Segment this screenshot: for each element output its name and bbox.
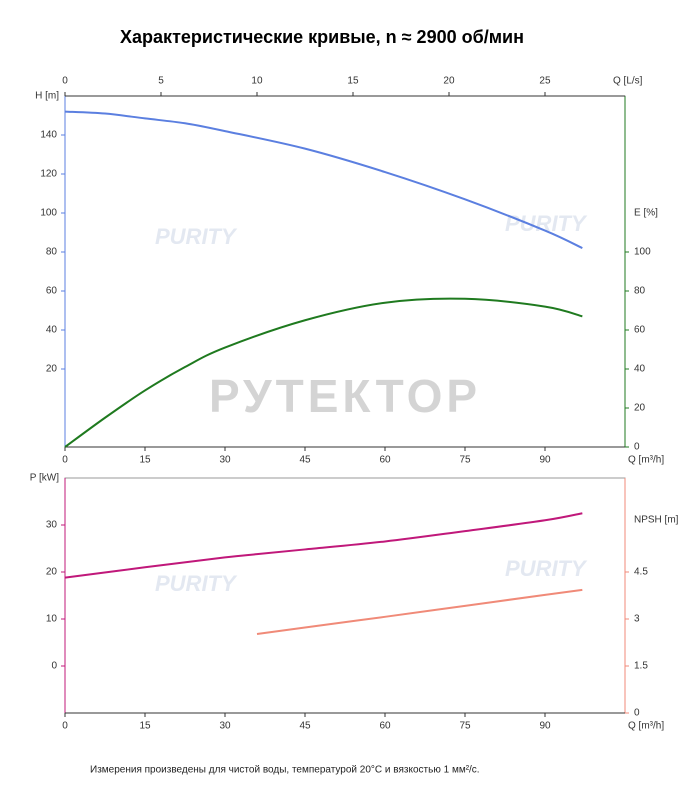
watermark-logo: PURITY [155,571,238,596]
series-line [256,588,583,636]
y-tick-label: 30 [46,520,58,531]
y-tick-label: 100 [40,208,57,219]
y-axis-label: P [kW] [30,473,59,484]
y-tick-label: 20 [46,364,58,375]
y-tick-label: 0 [51,661,57,672]
x2-tick-label: 0 [62,76,68,87]
series-line [64,110,583,250]
y2-tick-label: 0 [634,708,640,719]
y2-tick-label: 1.5 [634,661,648,672]
x-tick-label: 30 [219,721,231,732]
watermark-logo: PURITY [505,556,588,581]
y2-tick-label: 40 [634,364,646,375]
y2-tick-label: 20 [634,403,646,414]
y-tick-label: 140 [40,130,57,141]
x-tick-label: 90 [539,721,551,732]
x2-axis-label: Q [L/s] [613,76,643,87]
x-tick-label: 30 [219,455,231,466]
page-title: Характеристические кривые, n ≈ 2900 об/м… [120,27,524,47]
x2-tick-label: 25 [539,76,551,87]
x2-tick-label: 10 [251,76,263,87]
x-tick-label: 45 [299,455,311,466]
y-tick-label: 60 [46,286,58,297]
x2-tick-label: 20 [443,76,455,87]
y2-tick-label: 3 [634,614,640,625]
x2-tick-label: 5 [158,76,164,87]
y2-tick-label: 80 [634,286,646,297]
x-tick-label: 15 [139,721,151,732]
y-tick-label: 80 [46,247,58,258]
x-tick-label: 75 [459,721,471,732]
y-axis-label: H [m] [35,91,59,102]
x-tick-label: 60 [379,721,391,732]
x-axis-label: Q [m³/h] [628,721,664,732]
x-tick-label: 90 [539,455,551,466]
watermark: РУТЕКТОР [209,370,481,422]
y2-tick-label: 100 [634,247,651,258]
footnote: Измерения произведены для чистой воды, т… [90,765,480,776]
x-axis-label: Q [m³/h] [628,455,664,466]
y2-tick-label: 4.5 [634,567,648,578]
y-tick-label: 120 [40,169,57,180]
y-tick-label: 10 [46,614,58,625]
series-line [64,297,583,448]
x-tick-label: 0 [62,455,68,466]
y-tick-label: 40 [46,325,58,336]
x-tick-label: 15 [139,455,151,466]
y2-tick-label: 60 [634,325,646,336]
y2-axis-label: E [%] [634,208,658,219]
watermark-logo: PURITY [155,224,238,249]
y2-axis-label: NPSH [m] [634,515,679,526]
series-line [64,512,583,579]
y2-tick-label: 0 [634,442,640,453]
x-tick-label: 45 [299,721,311,732]
x2-tick-label: 15 [347,76,359,87]
x-tick-label: 0 [62,721,68,732]
y-tick-label: 20 [46,567,58,578]
x-tick-label: 75 [459,455,471,466]
x-tick-label: 60 [379,455,391,466]
